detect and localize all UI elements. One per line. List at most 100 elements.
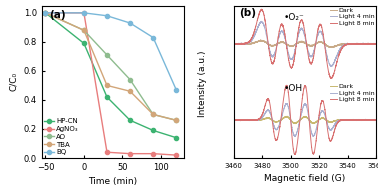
Light 4 min (248, 119, 252, 121)
Text: •O₂⁻: •O₂⁻ (284, 13, 304, 22)
Light 4 min (371, 119, 376, 121)
HP-CN (174, 137, 178, 139)
Dark (292, 122, 297, 124)
Line: AgNO₃: AgNO₃ (43, 11, 178, 157)
Light 4 min (329, 65, 334, 67)
AgNO₃ (105, 151, 109, 153)
AgNO₃ (82, 12, 86, 14)
Light 4 min (286, 52, 291, 54)
Dark (293, 122, 297, 125)
X-axis label: Time (min): Time (min) (88, 177, 137, 186)
Text: (a): (a) (49, 10, 65, 20)
AgNO₃ (151, 153, 155, 155)
TBA (105, 84, 109, 87)
Light 8 min (231, 119, 236, 121)
Light 8 min (248, 39, 252, 42)
Light 4 min (284, 102, 289, 105)
TBA (128, 90, 132, 92)
Text: •OH: •OH (284, 84, 303, 93)
Light 4 min (374, 119, 378, 121)
TBA (151, 113, 155, 116)
Light 8 min (356, 118, 360, 121)
Text: (b): (b) (239, 8, 256, 18)
Light 8 min (286, 57, 291, 59)
Legend: Dark, Light 4 min, Light 8 min: Dark, Light 4 min, Light 8 min (330, 7, 375, 27)
Line: TBA: TBA (43, 11, 178, 122)
Line: Light 4 min: Light 4 min (234, 103, 376, 136)
Light 4 min (356, 119, 360, 122)
Light 8 min (292, 56, 297, 58)
Light 4 min (248, 41, 252, 43)
BQ (128, 22, 132, 24)
Dark (356, 119, 360, 121)
Dark (231, 119, 236, 121)
Dark (256, 119, 261, 121)
Dark (258, 39, 263, 41)
HP-CN (43, 12, 48, 14)
Light 8 min (259, 8, 264, 10)
Light 8 min (356, 43, 360, 45)
Light 8 min (292, 153, 297, 155)
Light 4 min (256, 119, 261, 121)
Line: Light 8 min: Light 8 min (234, 85, 376, 154)
Light 4 min (292, 51, 297, 53)
Light 8 min (248, 119, 252, 121)
Light 4 min (259, 20, 264, 22)
Light 8 min (374, 119, 378, 121)
AgNO₃ (43, 12, 48, 14)
BQ (151, 36, 155, 39)
Light 4 min (371, 43, 376, 45)
AO (174, 119, 178, 121)
Light 8 min (231, 42, 236, 45)
Light 4 min (374, 43, 378, 45)
Light 4 min (231, 43, 236, 45)
Light 4 min (256, 25, 261, 27)
Dark (231, 42, 236, 45)
Dark (248, 43, 252, 45)
Light 8 min (256, 15, 261, 17)
Line: BQ: BQ (43, 11, 178, 92)
Light 4 min (293, 135, 297, 137)
BQ (43, 12, 48, 14)
Legend: HP-CN, AgNO₃, AO, TBA, BQ: HP-CN, AgNO₃, AO, TBA, BQ (44, 118, 79, 156)
Light 4 min (231, 119, 236, 121)
AO (128, 79, 132, 81)
AO (82, 29, 86, 31)
AO (105, 54, 109, 56)
Dark (374, 119, 378, 122)
AgNO₃ (174, 154, 178, 156)
Dark (248, 119, 252, 121)
Text: Intensity (a.u.): Intensity (a.u.) (198, 51, 207, 117)
Dark (356, 43, 360, 45)
Dark (285, 115, 290, 117)
Dark (286, 116, 291, 118)
BQ (105, 15, 109, 17)
AgNO₃ (128, 153, 132, 155)
Line: AO: AO (43, 11, 178, 122)
HP-CN (151, 129, 155, 132)
TBA (174, 119, 178, 121)
Light 8 min (284, 84, 289, 86)
Light 4 min (356, 43, 360, 45)
AO (43, 12, 48, 14)
BQ (174, 89, 178, 91)
Line: Light 4 min: Light 4 min (234, 21, 376, 66)
Legend: Dark, Light 4 min, Light 8 min: Dark, Light 4 min, Light 8 min (330, 83, 375, 103)
Light 8 min (371, 119, 376, 121)
Light 8 min (286, 92, 291, 94)
X-axis label: Magnetic field (G): Magnetic field (G) (264, 174, 345, 183)
BQ (82, 12, 86, 14)
AO (151, 113, 155, 116)
Dark (329, 46, 333, 49)
Line: Light 8 min: Light 8 min (234, 9, 376, 78)
Light 8 min (293, 153, 297, 156)
Y-axis label: C/C₀: C/C₀ (9, 72, 18, 91)
HP-CN (128, 119, 132, 121)
Dark (256, 40, 261, 42)
TBA (82, 29, 86, 31)
Line: Dark: Dark (234, 116, 376, 124)
Light 8 min (329, 77, 334, 79)
Dark (286, 44, 291, 47)
Line: HP-CN: HP-CN (43, 11, 178, 140)
Light 4 min (292, 135, 297, 137)
